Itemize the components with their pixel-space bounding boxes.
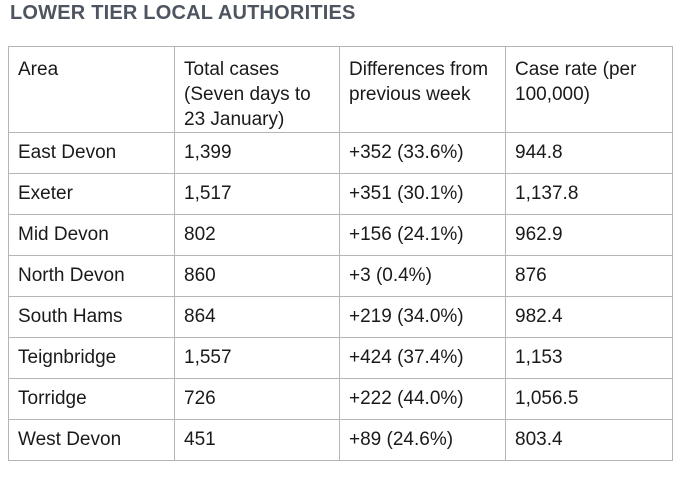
- table-row: Torridge 726 +222 (44.0%) 1,056.5: [8, 378, 673, 420]
- cell-total-cases: 1,557: [174, 337, 340, 379]
- cell-total-cases: 864: [174, 296, 340, 338]
- cell-difference: +424 (37.4%): [339, 337, 506, 379]
- cell-case-rate: 944.8: [505, 132, 673, 174]
- cell-area: West Devon: [8, 419, 175, 461]
- table-row: West Devon 451 +89 (24.6%) 803.4: [8, 419, 673, 461]
- cell-case-rate: 982.4: [505, 296, 673, 338]
- cell-difference: +156 (24.1%): [339, 214, 506, 256]
- table-body: East Devon 1,399 +352 (33.6%) 944.8 Exeter 1,…: [8, 132, 673, 461]
- cases-table: Area Total cases (Seven days to 23 Janua…: [8, 46, 673, 461]
- cell-difference: +89 (24.6%): [339, 419, 506, 461]
- cell-area: Teignbridge: [8, 337, 175, 379]
- cell-difference: +222 (44.0%): [339, 378, 506, 420]
- column-header-case-rate: Case rate (per 100,000): [505, 46, 673, 133]
- cell-case-rate: 1,153: [505, 337, 673, 379]
- cell-difference: +351 (30.1%): [339, 173, 506, 215]
- cell-difference: +352 (33.6%): [339, 132, 506, 174]
- table-row: East Devon 1,399 +352 (33.6%) 944.8: [8, 132, 673, 174]
- cell-area: East Devon: [8, 132, 175, 174]
- cell-case-rate: 803.4: [505, 419, 673, 461]
- table-row: Teignbridge 1,557 +424 (37.4%) 1,153: [8, 337, 673, 379]
- table-row: Exeter 1,517 +351 (30.1%) 1,137.8: [8, 173, 673, 215]
- cell-area: South Hams: [8, 296, 175, 338]
- cell-total-cases: 1,399: [174, 132, 340, 174]
- cell-area: Torridge: [8, 378, 175, 420]
- cell-difference: +3 (0.4%): [339, 255, 506, 297]
- cell-case-rate: 1,056.5: [505, 378, 673, 420]
- cell-total-cases: 1,517: [174, 173, 340, 215]
- cell-area: Mid Devon: [8, 214, 175, 256]
- table-title: LOWER TIER LOCAL AUTHORITIES: [10, 2, 356, 24]
- cell-total-cases: 451: [174, 419, 340, 461]
- cell-area: North Devon: [8, 255, 175, 297]
- cell-case-rate: 876: [505, 255, 673, 297]
- column-header-area: Area: [8, 46, 175, 133]
- table-header: Area Total cases (Seven days to 23 Janua…: [8, 46, 673, 133]
- table-row: North Devon 860 +3 (0.4%) 876: [8, 255, 673, 297]
- cell-area: Exeter: [8, 173, 175, 215]
- table-row: South Hams 864 +219 (34.0%) 982.4: [8, 296, 673, 338]
- column-header-differences: Differences from previous week: [339, 46, 506, 133]
- cell-case-rate: 1,137.8: [505, 173, 673, 215]
- cell-total-cases: 860: [174, 255, 340, 297]
- cell-difference: +219 (34.0%): [339, 296, 506, 338]
- cell-total-cases: 802: [174, 214, 340, 256]
- column-header-total-cases: Total cases (Seven days to 23 January): [174, 46, 340, 133]
- cell-total-cases: 726: [174, 378, 340, 420]
- cell-case-rate: 962.9: [505, 214, 673, 256]
- header-row: Area Total cases (Seven days to 23 Janua…: [8, 46, 673, 133]
- table-row: Mid Devon 802 +156 (24.1%) 962.9: [8, 214, 673, 256]
